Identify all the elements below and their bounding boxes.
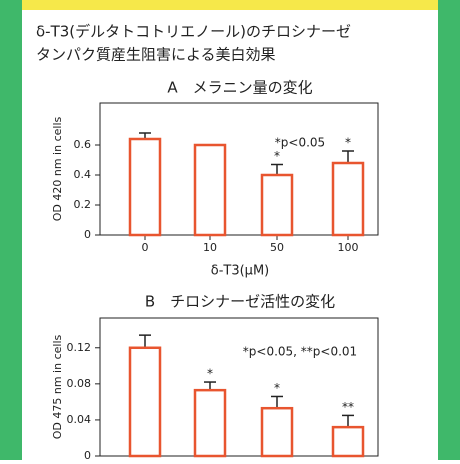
header-title: δ-T3(デルタトコトリエノール)のチロシナーゼ	[36, 23, 351, 41]
annotation: *p<0.05, **p<0.01	[243, 345, 357, 359]
x-tick-label: 10	[203, 241, 217, 254]
significance-marker: *	[274, 381, 280, 395]
y-axis-label: OD 420 nm in cells	[51, 116, 64, 221]
significance-marker: *	[207, 367, 213, 381]
bar	[331, 425, 365, 458]
significance-marker: *	[274, 149, 280, 163]
significance-marker: **	[342, 400, 354, 414]
annotation: *p<0.05	[275, 136, 325, 150]
chart-title: A メラニン量の変化	[167, 79, 312, 97]
bar	[331, 161, 365, 237]
y-tick-label: 0.6	[74, 138, 92, 151]
y-tick-label: 0.12	[67, 341, 92, 354]
panel	[22, 0, 438, 460]
bar	[193, 143, 227, 237]
x-tick-label: 100	[338, 241, 359, 254]
x-tick-label: 0	[142, 241, 149, 254]
plot-frame	[99, 102, 379, 236]
y-tick-label: 0	[84, 449, 91, 460]
significance-marker: *	[345, 136, 351, 150]
y-axis-label: OD 475 nm in cells	[51, 334, 64, 439]
y-tick-label: 0.08	[67, 377, 92, 390]
y-tick-label: 0.04	[67, 413, 92, 426]
bar	[193, 388, 227, 458]
bar	[128, 346, 162, 458]
y-tick-label: 0.2	[74, 198, 92, 211]
chart-title: B チロシナーゼ活性の変化	[145, 293, 335, 311]
y-tick-label: 0.4	[74, 168, 92, 181]
x-tick-label: 50	[270, 241, 284, 254]
bar	[128, 137, 162, 237]
y-tick-label: 0	[84, 228, 91, 241]
bar	[260, 406, 294, 458]
header-title: タンパク質産生阻害による美白効果	[36, 46, 276, 64]
top-strip	[22, 0, 438, 10]
bar	[260, 173, 294, 237]
plot-frame	[99, 317, 379, 457]
x-axis-label: δ-T3(μM)	[211, 264, 270, 279]
